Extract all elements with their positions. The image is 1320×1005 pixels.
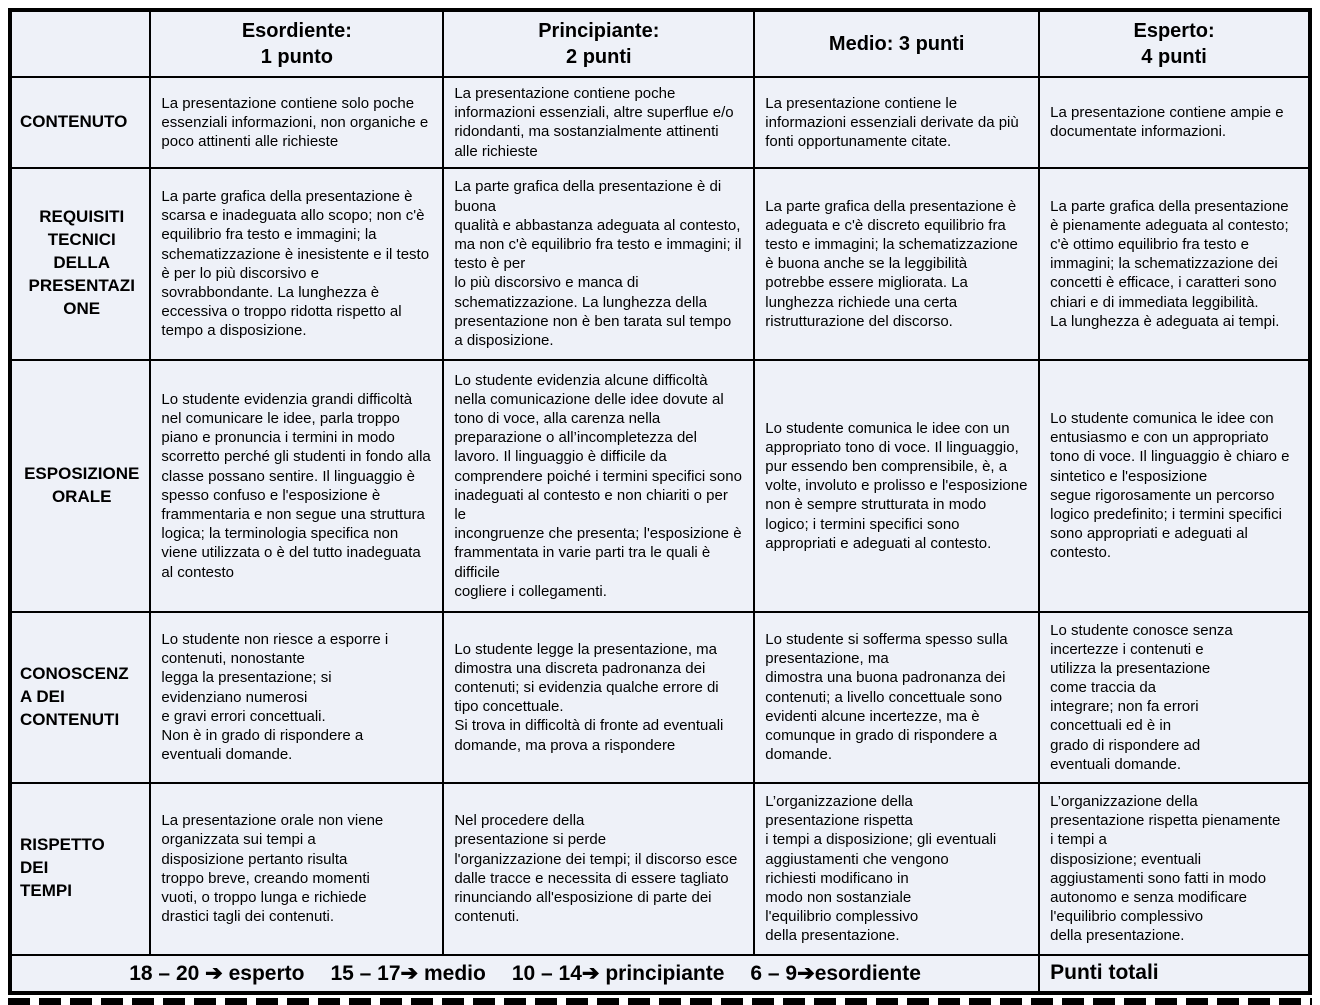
column-header-esperto: Esperto: 4 punti: [1038, 9, 1311, 78]
cell-esposizione-esordiente: Lo studente evidenzia grandi difficoltà …: [149, 358, 445, 613]
row-label-rispetto-tempi: RISPETTO DEI TEMPI: [8, 781, 152, 956]
row-label-conoscenza-contenuti: CONOSCENZ A DEI CONTENUTI: [8, 610, 152, 784]
bottom-dashed-line: [8, 997, 1312, 1005]
cell-rispetto-esperto: L’organizzazione della presentazione ris…: [1038, 781, 1311, 956]
cell-requisiti-principiante: La parte grafica della presentazione è d…: [442, 166, 756, 361]
cell-requisiti-esperto: La parte grafica della presentazione è p…: [1038, 166, 1311, 361]
column-header-principiante: Principiante: 2 punti: [442, 9, 756, 78]
column-header-esordiente: Esordiente: 1 punto: [149, 9, 445, 78]
scale-label: principiante: [599, 961, 725, 985]
cell-contenuto-esordiente: La presentazione contiene solo poche ess…: [149, 76, 445, 169]
row-conoscenza-contenuti: CONOSCENZ A DEI CONTENUTI Lo studente no…: [8, 610, 1311, 784]
cell-conoscenza-esordiente: Lo studente non riesce a esporre i conte…: [149, 610, 445, 784]
score-scale: 18 – 20 ➔ esperto 15 – 17➔ medio 10 – 14➔ …: [8, 953, 1041, 994]
arrow-right-icon: ➔: [400, 961, 419, 985]
scale-label: esperto: [222, 961, 305, 985]
row-label-requisiti-tecnici: REQUISITI TECNICI DELLA PRESENTAZI ONE: [8, 166, 152, 361]
row-contenuto: CONTENUTO La presentazione contiene solo…: [8, 76, 1311, 169]
scale-range: 15 – 17: [330, 961, 401, 985]
cell-conoscenza-principiante: Lo studente legge la presentazione, ma d…: [442, 610, 756, 784]
arrow-right-icon: ➔: [581, 961, 600, 985]
rubric-table: Esordiente: 1 punto Principiante: 2 punt…: [8, 8, 1312, 995]
cell-requisiti-medio: La parte grafica della presentazione è a…: [753, 166, 1041, 361]
arrow-right-icon: ➔: [205, 961, 223, 985]
scale-item-principiante: 10 – 14➔ principiante: [512, 961, 725, 986]
row-label-contenuto: CONTENUTO: [8, 76, 152, 169]
row-esposizione-orale: ESPOSIZIONE ORALE Lo studente evidenzia …: [8, 358, 1311, 613]
cell-rispetto-esordiente: La presentazione orale non viene organiz…: [149, 781, 445, 956]
punti-totali-cell: Punti totali: [1038, 953, 1311, 994]
scale-item-esperto: 18 – 20 ➔ esperto: [129, 961, 304, 986]
cell-esposizione-principiante: Lo studente evidenzia alcune difficoltà …: [442, 358, 756, 613]
cell-contenuto-principiante: La presentazione contiene poche informaz…: [442, 76, 756, 169]
scale-range: 18 – 20: [129, 961, 206, 985]
cell-rispetto-principiante: Nel procedere della presentazione si per…: [442, 781, 756, 956]
scale-item-medio: 15 – 17➔ medio: [330, 961, 485, 986]
row-requisiti-tecnici: REQUISITI TECNICI DELLA PRESENTAZI ONE L…: [8, 166, 1311, 361]
row-label-esposizione-orale: ESPOSIZIONE ORALE: [8, 358, 152, 613]
scale-label: esordiente: [814, 961, 921, 985]
footer-row: 18 – 20 ➔ esperto 15 – 17➔ medio 10 – 14➔ …: [8, 953, 1311, 994]
scale-item-esordiente: 6 – 9➔esordiente: [750, 961, 921, 986]
cell-requisiti-esordiente: La parte grafica della presentazione è s…: [149, 166, 445, 361]
cell-contenuto-esperto: La presentazione contiene ampie e docume…: [1038, 76, 1311, 169]
cell-rispetto-medio: L’organizzazione della presentazione ris…: [753, 781, 1041, 956]
arrow-right-icon: ➔: [797, 961, 815, 985]
cell-contenuto-medio: La presentazione contiene le informazion…: [753, 76, 1041, 169]
scale-label: medio: [418, 961, 486, 985]
cell-conoscenza-medio: Lo studente si sofferma spesso sulla pre…: [753, 610, 1041, 784]
scale-range: 6 – 9: [750, 961, 798, 985]
cell-esposizione-medio: Lo studente comunica le idee con un appr…: [753, 358, 1041, 613]
row-rispetto-tempi: RISPETTO DEI TEMPI La presentazione oral…: [8, 781, 1311, 956]
column-header-medio: Medio: 3 punti: [753, 9, 1041, 78]
cell-conoscenza-esperto: Lo studente conosce senza incertezze i c…: [1038, 610, 1311, 784]
corner-cell: [8, 9, 152, 78]
scale-range: 10 – 14: [511, 961, 582, 985]
cell-esposizione-esperto: Lo studente comunica le idee con entusia…: [1038, 358, 1311, 613]
header-row: Esordiente: 1 punto Principiante: 2 punt…: [8, 9, 1311, 78]
